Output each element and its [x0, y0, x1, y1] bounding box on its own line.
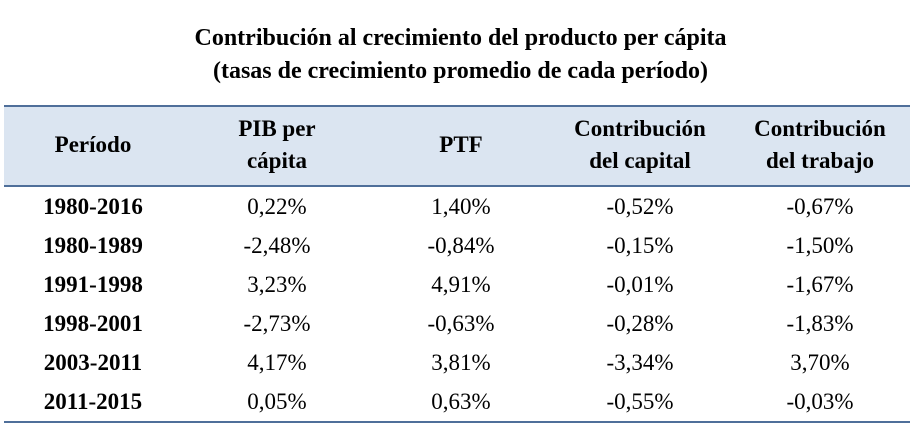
capital-cell: -0,15% — [606, 232, 674, 258]
header-capital-line2: del capital — [589, 148, 691, 173]
trabajo-cell: -1,83% — [786, 310, 854, 336]
title-line-2: (tasas de crecimiento promedio de cada p… — [212, 58, 709, 84]
header-trabajo-line2: del trabajo — [766, 148, 874, 173]
pib-cell: 3,23% — [247, 271, 307, 297]
period-cell: 1998-2001 — [43, 310, 143, 336]
trabajo-cell: -1,50% — [786, 232, 854, 258]
ptf-cell: 4,91% — [431, 271, 491, 297]
header-capital: Contribución del capital — [550, 105, 730, 187]
ptf-cell: 1,40% — [431, 193, 491, 219]
table-row: 1980-2016 0,22% 1,40% -0,52% -0,67% — [4, 186, 910, 226]
period-cell: 1980-1989 — [43, 232, 143, 258]
header-pib-line1: PIB per — [238, 116, 316, 141]
trabajo-cell: -1,67% — [786, 271, 854, 297]
period-cell: 1980-2016 — [43, 193, 143, 219]
header-row: Período PIB per cápita PTF Contribución … — [4, 105, 910, 187]
header-trabajo-line1: Contribución — [754, 116, 886, 141]
growth-contribution-table: Período PIB per cápita PTF Contribución … — [4, 105, 910, 423]
trabajo-cell: -0,03% — [730, 382, 910, 423]
pib-cell: -2,48% — [243, 232, 311, 258]
capital-cell: -0,52% — [606, 193, 674, 219]
ptf-cell: -0,84% — [427, 232, 495, 258]
capital-cell: -0,01% — [606, 271, 674, 297]
ptf-cell: 0,63% — [372, 382, 550, 423]
table-title: Contribución al crecimiento del producto… — [0, 0, 921, 84]
trabajo-cell: -0,67% — [786, 193, 854, 219]
table-row: 2003-2011 4,17% 3,81% -3,34% 3,70% — [4, 343, 910, 382]
capital-cell: -3,34% — [606, 349, 674, 375]
header-periodo: Período — [4, 105, 182, 187]
header-ptf: PTF — [372, 105, 550, 187]
pib-cell: -2,73% — [243, 310, 311, 336]
header-ptf-line1: PTF — [439, 132, 483, 157]
header-trabajo: Contribución del trabajo — [730, 105, 910, 187]
ptf-cell: 3,81% — [431, 349, 491, 375]
period-cell: 2011-2015 — [4, 382, 182, 423]
table-row: 2011-2015 0,05% 0,63% -0,55% -0,03% — [4, 382, 910, 423]
header-periodo-line1: Período — [54, 132, 132, 157]
table-row: 1991-1998 3,23% 4,91% -0,01% -1,67% — [4, 265, 910, 304]
trabajo-cell: 3,70% — [790, 349, 850, 375]
header-pib-line2: cápita — [246, 148, 308, 173]
pib-cell: 0,22% — [247, 193, 307, 219]
table-row: 1998-2001 -2,73% -0,63% -0,28% -1,83% — [4, 304, 910, 343]
period-cell: 2003-2011 — [43, 349, 143, 375]
table-row: 1980-1989 -2,48% -0,84% -0,15% -1,50% — [4, 226, 910, 265]
pib-cell: 4,17% — [247, 349, 307, 375]
title-line-1: Contribución al crecimiento del producto… — [194, 25, 727, 51]
pib-cell: 0,05% — [182, 382, 372, 423]
header-capital-line1: Contribución — [574, 116, 706, 141]
capital-cell: -0,28% — [606, 310, 674, 336]
period-cell: 1991-1998 — [43, 271, 143, 297]
capital-cell: -0,55% — [550, 382, 730, 423]
ptf-cell: -0,63% — [427, 310, 495, 336]
header-pib: PIB per cápita — [182, 105, 372, 187]
